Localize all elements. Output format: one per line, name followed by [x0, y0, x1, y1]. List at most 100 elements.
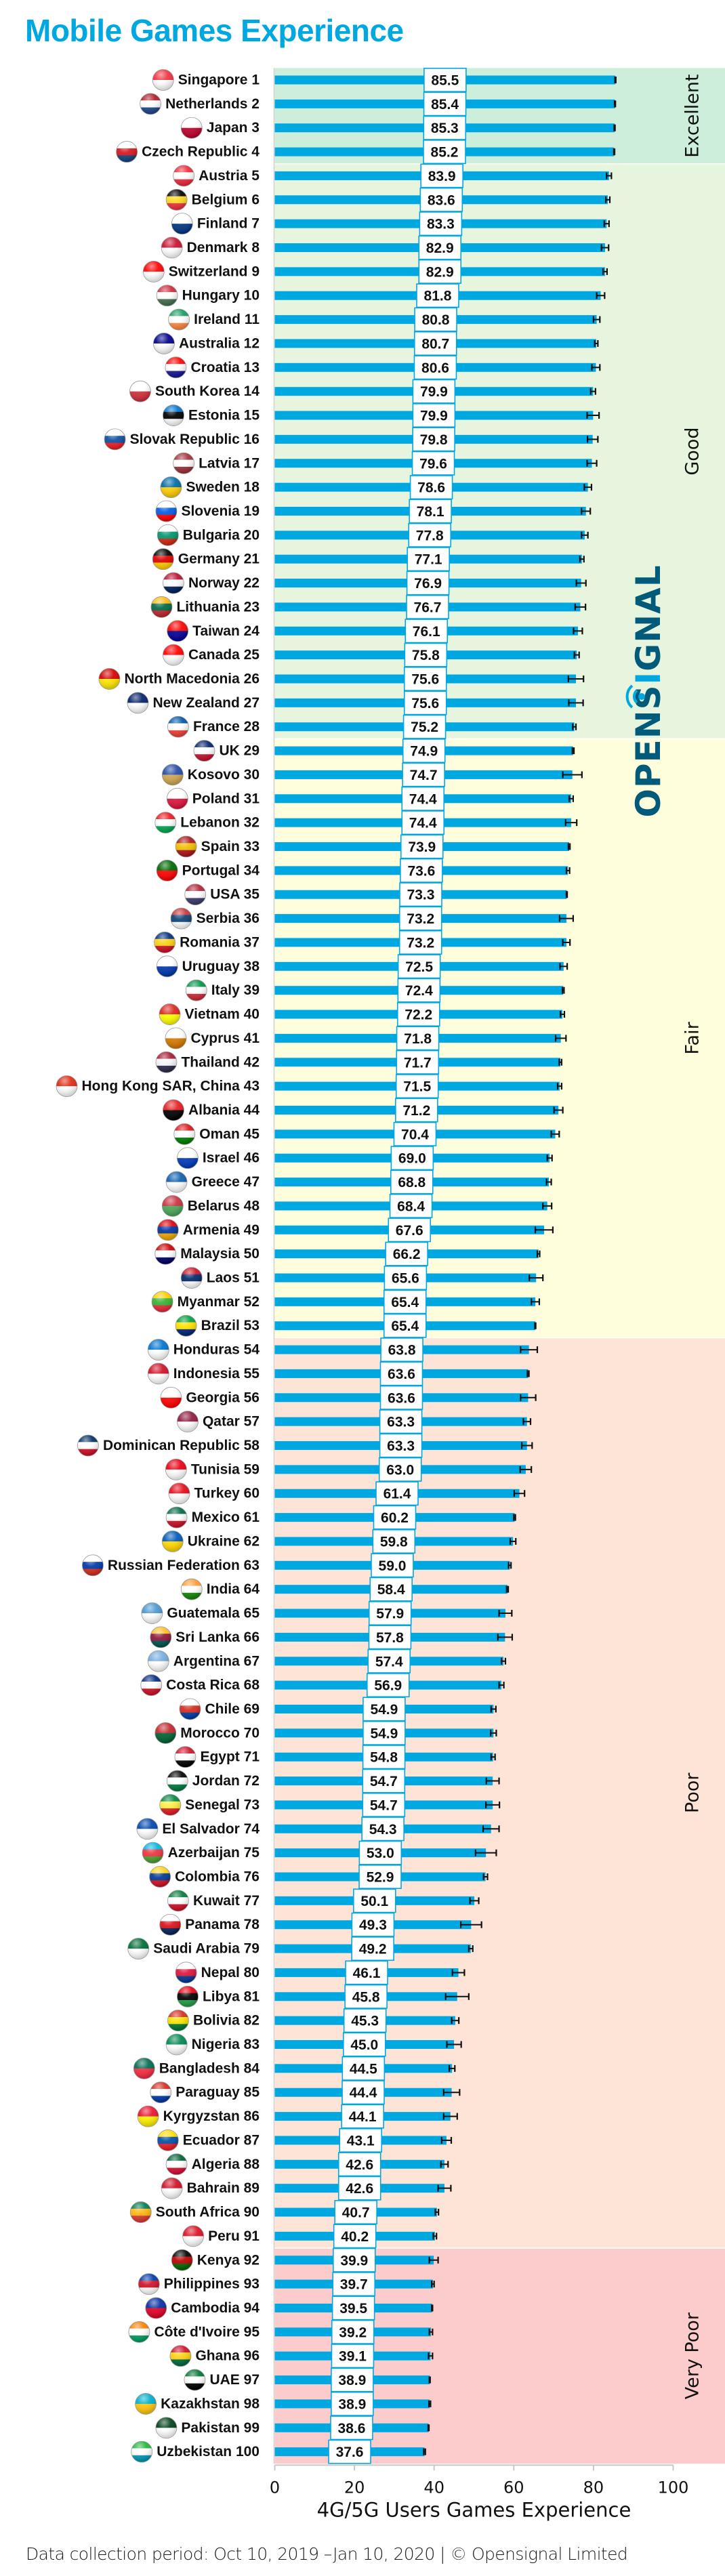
chart-row: Vietnam 40 72.2 — [159, 1002, 566, 1027]
value-label-box — [396, 1050, 440, 1075]
chart-row: Turkey 60 61.4 — [168, 1481, 526, 1506]
chart-row: New Zealand 27 75.6 — [127, 690, 584, 715]
chart-row: Belarus 48 68.4 — [161, 1193, 553, 1218]
value-label-box — [390, 1146, 434, 1171]
category-label: New Zealand 27 — [152, 695, 260, 711]
category-label: Tunisia 59 — [191, 1461, 260, 1477]
category-label: Serbia 36 — [196, 911, 260, 926]
error-bar — [561, 986, 565, 994]
value-label: 85.4 — [431, 97, 459, 112]
country-flag-icon — [167, 2010, 189, 2032]
category-label: Italy 39 — [211, 982, 260, 998]
category-label: Switzerland 9 — [169, 264, 260, 279]
value-label: 73.6 — [407, 863, 435, 879]
value-label-box — [380, 1337, 423, 1363]
category-label: Poland 31 — [192, 791, 260, 806]
error-bar — [567, 676, 585, 682]
value-label-box — [395, 1098, 438, 1123]
error-bar — [497, 1634, 514, 1641]
value-label-box — [423, 91, 467, 117]
value-label: 72.5 — [405, 959, 433, 975]
value-label: 66.2 — [393, 1247, 421, 1262]
chart-row: Sri Lanka 66 57.8 — [150, 1625, 514, 1650]
value-label-box — [371, 1553, 414, 1578]
value-label: 44.1 — [349, 2109, 377, 2125]
logo-text-i: I — [629, 671, 668, 685]
error-bar — [556, 1083, 562, 1090]
value-label-box — [411, 451, 455, 476]
country-flag-icon — [159, 1003, 181, 1025]
country-flag-icon — [174, 1746, 196, 1768]
footer-note: Data collection period: Oct 10, 2019 –Ja… — [26, 2544, 628, 2564]
country-flag-icon — [98, 668, 121, 690]
value-label: 49.2 — [359, 1942, 387, 1957]
country-flag-icon — [157, 1219, 179, 1241]
error-bar — [526, 1370, 530, 1377]
value-label: 74.7 — [410, 768, 438, 783]
value-label-box — [423, 115, 467, 140]
chart-row: Panama 78 49.3 — [159, 1912, 482, 1937]
category-label: Honduras 54 — [173, 1342, 260, 1358]
error-bar — [442, 2113, 458, 2120]
country-flag-icon — [163, 404, 184, 426]
value-label-box — [393, 1121, 437, 1146]
error-bar — [579, 556, 585, 563]
value-label: 49.3 — [359, 1917, 387, 1933]
error-bar — [600, 244, 610, 251]
error-bar — [448, 2064, 456, 2072]
error-bar — [513, 1490, 526, 1497]
error-bar — [581, 531, 589, 539]
country-flag-icon — [156, 285, 178, 307]
error-bar — [554, 1035, 567, 1042]
category-label: France 28 — [193, 719, 260, 734]
category-label: India 64 — [207, 1581, 260, 1597]
value-label-box — [396, 1002, 440, 1027]
chart-row: Slovenia 19 78.1 — [155, 499, 592, 524]
chart-row: Finland 7 83.3 — [171, 211, 610, 236]
error-bar — [520, 1346, 539, 1354]
value-label-box — [409, 475, 453, 500]
error-bar — [574, 603, 587, 610]
error-bar — [583, 484, 593, 491]
country-flag-icon — [165, 188, 188, 211]
chart-row: Morocco 70 54.9 — [154, 1720, 497, 1745]
category-label: Uruguay 38 — [182, 959, 260, 974]
error-bar — [586, 436, 599, 443]
value-label: 77.8 — [416, 528, 444, 543]
value-label-box — [331, 2367, 374, 2392]
country-flag-icon — [135, 2393, 157, 2415]
value-label-box — [362, 1697, 406, 1722]
country-flag-icon — [165, 356, 187, 379]
country-flag-icon — [175, 835, 197, 858]
logo-text-left: OPENS — [629, 684, 668, 817]
chart-row: Israel 46 69.0 — [177, 1146, 553, 1171]
band-label: Fair — [682, 1021, 703, 1054]
category-label: Slovenia 19 — [181, 503, 260, 519]
value-label: 70.4 — [401, 1127, 429, 1142]
value-label: 39.9 — [340, 2253, 368, 2268]
error-bar — [520, 1442, 533, 1449]
chart-row: Guatemala 65 57.9 — [141, 1601, 513, 1626]
chart-row: Poland 31 74.4 — [166, 786, 575, 811]
category-label: Croatia 13 — [190, 360, 260, 375]
chart-row: Brazil 53 65.4 — [175, 1313, 537, 1338]
error-bar — [451, 1969, 465, 1976]
country-flag-icon — [179, 1698, 201, 1720]
category-label: Hungary 10 — [182, 288, 260, 304]
country-flag-icon — [154, 1722, 177, 1744]
value-label: 68.8 — [398, 1175, 426, 1190]
chart-row: France 28 75.2 — [167, 714, 577, 739]
country-flag-icon — [156, 859, 178, 881]
country-flag-icon — [156, 955, 178, 978]
category-label: Brazil 53 — [201, 1318, 260, 1333]
value-label-box — [412, 379, 456, 404]
country-flag-icon — [155, 2417, 178, 2439]
chart-row: South Africa 90 40.7 — [129, 2200, 440, 2225]
chart-row: Kazakhstan 98 38.9 — [135, 2391, 432, 2416]
chart-row: Costa Rica 68 56.9 — [140, 1673, 505, 1698]
category-label: Nepal 80 — [201, 1965, 260, 1980]
category-label: Argentina 67 — [173, 1653, 260, 1669]
value-label-box — [389, 1193, 433, 1218]
error-bar — [565, 891, 568, 898]
value-label: 63.6 — [388, 1390, 415, 1406]
